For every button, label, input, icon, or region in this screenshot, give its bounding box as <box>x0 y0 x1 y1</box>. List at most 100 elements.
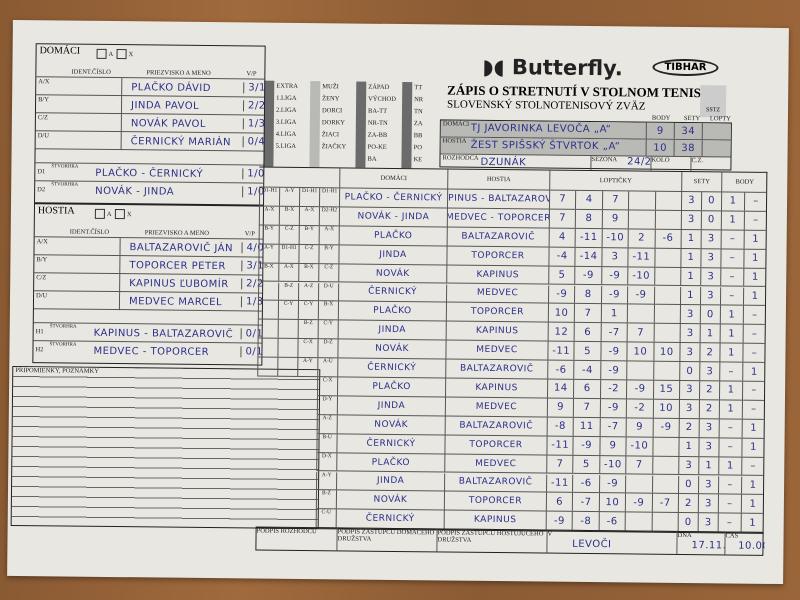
match-order-code: A-X <box>298 206 319 225</box>
round-label: KOLO <box>651 156 670 164</box>
match-set-score <box>626 304 654 323</box>
match-sets: 0 <box>700 211 721 230</box>
match-set-score: -4 <box>573 360 601 380</box>
col-vp-label: V/P <box>246 70 257 78</box>
match-set-score <box>653 305 680 324</box>
match-order-code: A-Y <box>297 358 318 377</box>
col-balls-label: LOPTIČKY <box>549 170 682 191</box>
match-set-score: -10 <box>599 455 626 474</box>
match-order-code: D-Y <box>316 396 338 415</box>
match-points: 1 <box>718 456 742 476</box>
guest-signature-label: PODPIS ZÁSTUPCU HOSTUJÚCEHO DRUŽSTVA <box>437 529 544 544</box>
match-set-score: -6 <box>654 229 681 248</box>
doubles-row: D1 ŠTVORHRA PLAČKO - ČERNICKÝ 1/0 <box>35 162 265 183</box>
match-order-code <box>257 357 278 376</box>
match-sets: 3 <box>679 305 700 324</box>
match-table: DOMÁCI HOSTIA LOPTIČKY SETY BODY D1-H1 A-Y D1-H… <box>255 166 768 534</box>
teams-box: DOMÁCI TJ JAVORINKA LEVOČA „A“ 9 34 HOST… <box>439 119 733 172</box>
match-order-code: A-Y <box>316 471 337 490</box>
match-set-score: 12 <box>547 322 575 342</box>
category-option: 5.LIGA <box>275 142 297 150</box>
match-set-score <box>624 512 652 531</box>
divider <box>121 78 123 97</box>
match-points: – <box>720 249 744 268</box>
doubles-label: ŠTVORHRA <box>51 182 79 188</box>
match-order-code: D-U <box>318 282 339 301</box>
match-sets: 1 <box>680 248 701 267</box>
match-set-score: 4 <box>575 190 602 210</box>
match-home-player: JINDA <box>337 320 446 340</box>
match-set-score: -2 <box>599 380 627 399</box>
match-set-score: -10 <box>627 266 654 286</box>
match-order-code: B-X <box>298 263 319 282</box>
match-guest-player: KAPINUS - BALTAZAROVIČ <box>446 189 550 209</box>
match-set-score: -11 <box>547 341 574 360</box>
match-points: – <box>717 494 741 513</box>
match-set-score <box>654 191 682 210</box>
guest-team: ŽEST SPIŠSKÝ ŠTVRTOK „A“ <box>470 139 621 153</box>
match-set-score: 6 <box>573 379 600 399</box>
category-grid: EXTRA 1.LIGA 2.LIGA 3.LIGA 4.LIGA 5.LIGA MUŽI Ž… <box>263 80 440 169</box>
category-option: PO <box>413 144 422 152</box>
match-points: 1 <box>741 419 765 438</box>
col-points-label: BODY <box>721 172 768 192</box>
col-home-label: DOMÁCI <box>339 168 448 189</box>
match-set-score: 9 <box>601 210 629 229</box>
match-guest-player: MEDVEC <box>444 454 547 474</box>
match-order-code: A-X <box>318 225 339 245</box>
match-set-score: 8 <box>574 285 601 304</box>
match-set-score: -11 <box>574 228 602 247</box>
match-home-player: ČERNICKÝ <box>335 509 444 529</box>
match-points: – <box>742 306 766 325</box>
match-set-score: -6 <box>572 474 599 493</box>
match-set-score: -9 <box>652 418 679 437</box>
match-set-score: -9 <box>600 285 628 304</box>
player-name: BALTAZAROVIČ JÁN <box>129 242 234 255</box>
footer-row: PODPIS ROZHODCU PODPIS ZÁSTUPCU DOMÁCEHO… <box>255 526 765 556</box>
match-set-score: 6 <box>545 492 573 512</box>
cz-label: Č.Z. <box>691 157 704 165</box>
category-option: TT <box>414 84 423 92</box>
match-set-score: 10 <box>652 342 680 362</box>
match-order-code: A-X <box>278 263 299 282</box>
match-set-score <box>652 361 680 380</box>
match-set-score: -9 <box>600 342 627 361</box>
match-order-code: C-Z <box>318 263 339 282</box>
match-order-code: A-Z <box>316 414 337 434</box>
match-order-code: C-Y <box>297 301 319 320</box>
match-guest-player: MEDVEC <box>445 340 548 360</box>
checkbox-x-label: X <box>126 211 132 219</box>
doubles-names: NOVÁK - JINDA <box>95 185 175 198</box>
match-sets: 2 <box>677 494 699 513</box>
match-points: 1 <box>741 476 765 495</box>
doubles-row: D2 ŠTVORHRA NOVÁK - JINDA 1/0 <box>35 180 265 201</box>
category-option: ZA-BB <box>367 131 388 139</box>
player-code: C/Z <box>36 274 47 282</box>
match-home-player: NOVÁK <box>337 339 446 359</box>
match-set-score <box>652 437 679 456</box>
col-sets-label: SETY <box>681 171 722 192</box>
match-points: 1 <box>720 211 744 230</box>
match-set-score: -7 <box>572 493 599 512</box>
match-points: 1 <box>740 513 764 533</box>
match-points: – <box>718 419 742 438</box>
match-set-score: 2 <box>627 229 655 248</box>
match-set-score: -9 <box>627 285 654 305</box>
match-order-code: A-Y <box>279 187 300 206</box>
match-guest-player: MEDVEC <box>446 284 549 303</box>
match-set-score <box>653 248 681 267</box>
player-name: PLAČKO DÁVID <box>131 82 212 95</box>
match-sets: 3 <box>700 248 721 267</box>
match-order-code: C-Y <box>277 301 299 320</box>
match-set-score: 5 <box>548 266 575 285</box>
player-row: A/X BALTAZAROVIČ JÁN 4/0 <box>34 236 265 257</box>
match-order-code <box>277 320 298 339</box>
match-home-player: PLAČKO - ČERNICKÝ <box>338 188 448 208</box>
doubles-code: D2 <box>37 186 46 194</box>
match-order-code: B-Z <box>278 282 299 301</box>
tibhar-logo: TIBHAR <box>652 58 719 77</box>
player-name: MEDVEC MARCEL <box>128 296 223 309</box>
match-set-score: 10 <box>652 399 679 418</box>
player-name: ČERNICKÝ MARIÁN <box>130 136 232 149</box>
match-points: 1 <box>743 249 767 268</box>
